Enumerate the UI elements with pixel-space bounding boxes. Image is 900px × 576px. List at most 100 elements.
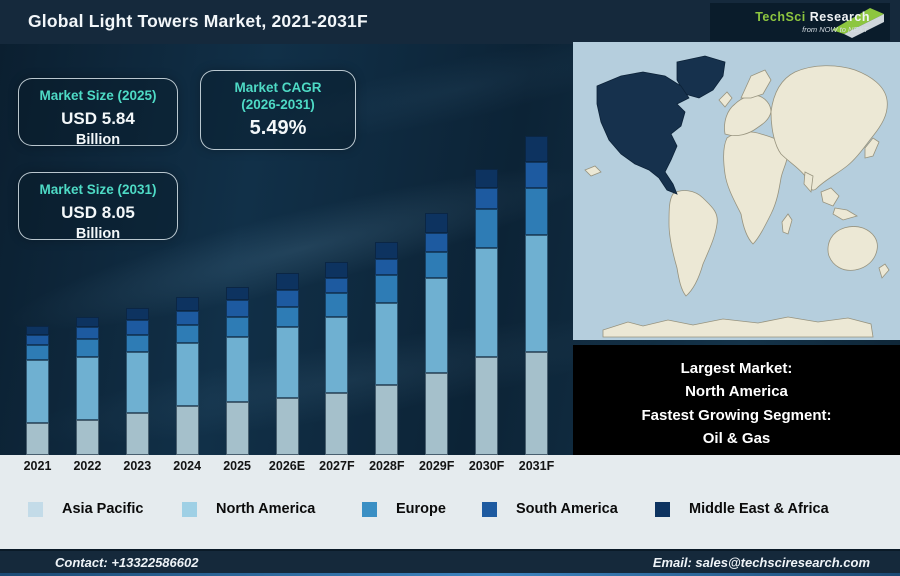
bar-2024 [175, 297, 199, 455]
bar-segment-middle-east-africa [75, 317, 99, 327]
contact-phone: Contact: +13322586602 [55, 555, 199, 570]
axis-and-legend-strip: 2021 2022 2023 2024 2025 2026E 2027F 2028F 2029F… [0, 455, 900, 549]
map-australia [827, 226, 878, 271]
stat-box-market-size-2025: Market Size (2025) USD 5.84 Billion [18, 78, 178, 148]
stat-value: USD 5.84 [61, 108, 135, 128]
bar-segment-north-america [225, 337, 249, 402]
stat-title: Market Size (2025) [39, 88, 157, 103]
logo-brand-primary: TechSci [755, 9, 806, 24]
highlight-line: Fastest Growing Segment: [641, 406, 832, 424]
legend-swatch-europe [362, 501, 377, 517]
bar-segment-europe [425, 252, 449, 278]
map-greenland-highlight [676, 55, 726, 99]
map-south-america [668, 190, 718, 297]
map-british-isles [718, 91, 733, 108]
bar-segment-europe [325, 293, 349, 317]
bar-segment-middle-east-africa [125, 308, 149, 320]
bar-segment-europe [125, 335, 149, 352]
legend-label-europe: Europe [396, 501, 446, 517]
bar-segment-middle-east-africa [375, 242, 399, 259]
bar-segment-south-america [275, 290, 299, 307]
bar-segment-north-america [425, 278, 449, 373]
bar-segment-south-america [325, 278, 349, 293]
x-axis-label-2027f: 2027F [319, 459, 355, 473]
bar-2026e [275, 273, 299, 455]
stat-value: USD 8.05 [61, 202, 135, 222]
stat-unit: Billion [75, 225, 121, 242]
bar-segment-asia-pacific [275, 398, 299, 455]
legend-item-europe: Europe [362, 501, 446, 517]
bar-segment-south-america [26, 335, 49, 345]
bar-segment-north-america [375, 303, 399, 385]
stat-value: 5.49% [249, 116, 307, 139]
techsci-research-logo: TechSci Research from NOW to NEXT [710, 3, 890, 41]
page-title: Global Light Towers Market, 2021-2031F [28, 11, 368, 31]
logo-brand-secondary: Research [809, 9, 870, 24]
chart-legend: Asia Pacific North America Europe South Ame… [0, 501, 900, 525]
bar-segment-north-america [175, 343, 199, 406]
map-africa [723, 131, 788, 245]
legend-swatch-asia-pacific [28, 501, 43, 517]
legend-item-asia-pacific: Asia Pacific [28, 501, 143, 517]
logo-tagline: from NOW to NEXT [802, 24, 868, 34]
header-bar: Global Light Towers Market, 2021-2031F T… [0, 0, 900, 44]
bar-segment-middle-east-africa [425, 213, 449, 233]
map-antarctica [602, 316, 874, 338]
bar-segment-asia-pacific [26, 423, 49, 455]
bar-segment-asia-pacific [175, 406, 199, 455]
highlight-line: Largest Market: [680, 360, 793, 377]
bar-segment-asia-pacific [225, 402, 249, 455]
world-map [573, 42, 900, 340]
logo-brand: TechSci Research [755, 9, 870, 24]
legend-label-north-america: North America [216, 501, 316, 517]
legend-swatch-south-america [482, 501, 497, 517]
legend-label-south-america: South America [516, 501, 618, 517]
bar-segment-north-america [26, 360, 49, 423]
x-axis-label-2028f: 2028F [369, 459, 405, 473]
contact-email: Email: sales@techsciresearch.com [652, 555, 870, 570]
bar-segment-middle-east-africa [225, 287, 249, 300]
bar-segment-middle-east-africa [175, 297, 199, 311]
x-axis-label-2030f: 2030F [468, 459, 505, 473]
map-india-tail [803, 171, 814, 193]
bar-segment-south-america [225, 300, 249, 317]
map-island [584, 165, 602, 177]
bar-segment-north-america [525, 235, 548, 352]
bar-2022 [75, 317, 99, 455]
bar-2025 [225, 287, 249, 455]
bar-segment-middle-east-africa [325, 262, 349, 278]
legend-swatch-middle-east-africa [655, 501, 670, 517]
bar-segment-europe [525, 188, 548, 235]
bar-segment-south-america [375, 259, 399, 275]
bar-segment-south-america [425, 233, 449, 252]
bar-segment-europe [175, 325, 199, 343]
bar-2023 [125, 308, 149, 455]
bar-2028f [375, 242, 399, 455]
logo-text: TechSci Research from NOW to NEXT [755, 9, 870, 34]
legend-swatch-north-america [182, 501, 197, 517]
bar-segment-north-america [75, 357, 99, 420]
stat-box-market-size-2031: Market Size (2031) USD 8.05 Billion [18, 172, 178, 242]
bar-segment-asia-pacific [75, 420, 99, 455]
map-north-america-highlight [596, 71, 690, 195]
bar-2029f [425, 213, 449, 455]
bar-segment-asia-pacific [425, 373, 449, 455]
bar-segment-europe [75, 339, 99, 357]
bar-segment-europe [375, 275, 399, 303]
legend-label-middle-east-africa: Middle East & Africa [689, 501, 829, 517]
bar-2031f [525, 136, 548, 455]
bar-segment-middle-east-africa [475, 169, 499, 188]
x-axis-label-2024: 2024 [173, 459, 202, 473]
bar-segment-middle-east-africa [26, 326, 49, 335]
stat-unit: Billion [75, 131, 121, 148]
arrow-icon [832, 8, 884, 38]
bar-segment-south-america [175, 311, 199, 325]
footer-bar: Contact: +13322586602 Email: sales@techs… [0, 549, 900, 576]
legend-item-middle-east-africa: Middle East & Africa [655, 501, 829, 517]
map-indonesia [832, 207, 858, 221]
map-japan [864, 137, 880, 159]
legend-item-north-america: North America [182, 501, 315, 517]
bar-segment-south-america [125, 320, 149, 335]
x-axis-label-2026e: 2026E [268, 459, 306, 473]
bar-segment-north-america [325, 317, 349, 393]
